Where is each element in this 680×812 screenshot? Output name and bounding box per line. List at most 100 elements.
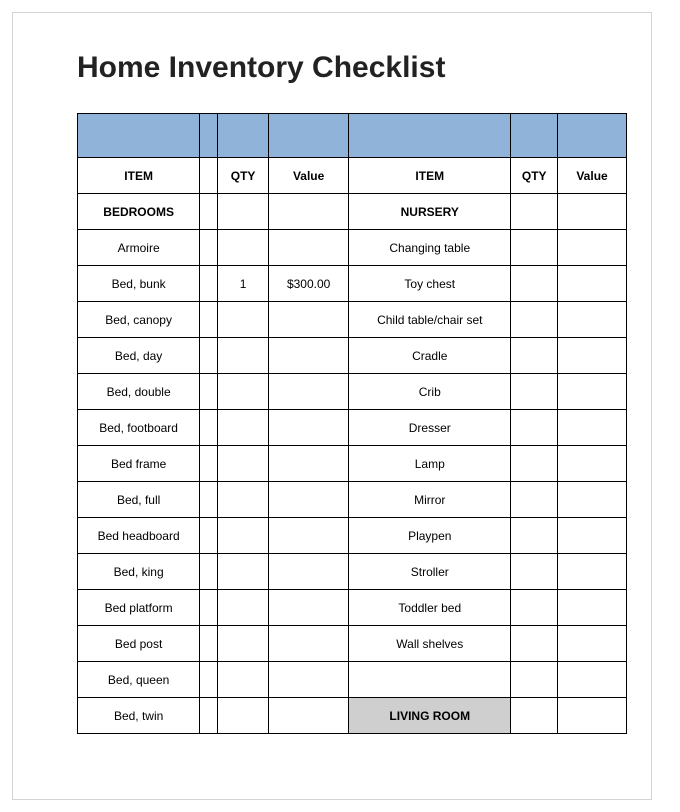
cell-qty1: 1 [218, 266, 269, 302]
cell-qty1 [218, 590, 269, 626]
cell-item1: Bed, twin [78, 698, 200, 734]
cell-item2: Dresser [349, 410, 511, 446]
cell-item1: Armoire [78, 230, 200, 266]
cell-item2: Toddler bed [349, 590, 511, 626]
table-row: Bed frame Lamp [78, 446, 627, 482]
cell-item2: Cradle [349, 338, 511, 374]
cell-val2 [558, 554, 627, 590]
cell-qty2 [511, 482, 558, 518]
cell-qty2 [511, 338, 558, 374]
table-row: Bed, twin LIVING ROOM [78, 698, 627, 734]
table-row: BEDROOMS NURSERY [78, 194, 627, 230]
cell-item2: Child table/chair set [349, 302, 511, 338]
cell-qty2 [511, 590, 558, 626]
cell-val1 [269, 230, 349, 266]
cell-qty2 [511, 662, 558, 698]
col-header-val2: Value [558, 158, 627, 194]
cell-qty1 [218, 410, 269, 446]
col-header-item2: ITEM [349, 158, 511, 194]
cell-qty1 [218, 662, 269, 698]
cell-qty2 [511, 518, 558, 554]
cell-gap [200, 410, 218, 446]
table-row: Bed, fullMirror [78, 482, 627, 518]
cell-val2 [558, 518, 627, 554]
cell-item1: Bed headboard [78, 518, 200, 554]
cell-val2 [558, 446, 627, 482]
cell-gap [200, 698, 218, 734]
cell-val2 [558, 482, 627, 518]
cell-val1 [269, 698, 349, 734]
cell-item1: Bed, bunk [78, 266, 200, 302]
cell-item1: Bed platform [78, 590, 200, 626]
cell-val1 [269, 590, 349, 626]
cell-gap [200, 446, 218, 482]
cell-val2 [558, 662, 627, 698]
cell-item1: Bed, full [78, 482, 200, 518]
table-row: Bed, queen [78, 662, 627, 698]
cell-val1 [269, 626, 349, 662]
cell-qty1 [218, 626, 269, 662]
col-header-qty1: QTY [218, 158, 269, 194]
cell-gap [200, 662, 218, 698]
table-row: Bed postWall shelves [78, 626, 627, 662]
table-row: Bed, bunk1$300.00Toy chest [78, 266, 627, 302]
cell-item1: Bed, double [78, 374, 200, 410]
cell-gap [200, 554, 218, 590]
table-row: Bed, footboardDresser [78, 410, 627, 446]
cell-item1: BEDROOMS [78, 194, 200, 230]
inventory-table: ITEM QTY Value ITEM QTY Value BEDROOMS NU… [77, 113, 627, 734]
col-header-item1: ITEM [78, 158, 200, 194]
cell-val2 [558, 698, 627, 734]
cell-item2: Wall shelves [349, 626, 511, 662]
cell-qty2 [511, 626, 558, 662]
table-row: Bed, day Cradle [78, 338, 627, 374]
cell-item2: NURSERY [349, 194, 511, 230]
cell-qty2 [511, 554, 558, 590]
cell-val1 [269, 410, 349, 446]
cell-gap [200, 302, 218, 338]
cell-val2 [558, 194, 627, 230]
cell-qty2 [511, 446, 558, 482]
cell-item1: Bed frame [78, 446, 200, 482]
cell-item2: LIVING ROOM [349, 698, 511, 734]
col-header-qty2: QTY [511, 158, 558, 194]
cell-gap [200, 590, 218, 626]
cell-qty1 [218, 554, 269, 590]
table-header-labels: ITEM QTY Value ITEM QTY Value [78, 158, 627, 194]
cell-val1 [269, 662, 349, 698]
col-header-gap [200, 158, 218, 194]
cell-qty1 [218, 338, 269, 374]
page-title: Home Inventory Checklist [77, 51, 627, 85]
cell-item1: Bed, day [78, 338, 200, 374]
cell-item2: Changing table [349, 230, 511, 266]
cell-val1 [269, 302, 349, 338]
cell-gap [200, 374, 218, 410]
cell-val2 [558, 374, 627, 410]
cell-val1 [269, 554, 349, 590]
cell-item2: Lamp [349, 446, 511, 482]
table-row: Bed platform Toddler bed [78, 590, 627, 626]
cell-val2 [558, 626, 627, 662]
table-row: Bed headboard Playpen [78, 518, 627, 554]
cell-qty1 [218, 374, 269, 410]
cell-gap [200, 482, 218, 518]
table-row: Bed, canopy Child table/chair set [78, 302, 627, 338]
cell-item2: Playpen [349, 518, 511, 554]
cell-item2: Crib [349, 374, 511, 410]
cell-qty2 [511, 302, 558, 338]
cell-val2 [558, 338, 627, 374]
cell-val1 [269, 194, 349, 230]
cell-qty1 [218, 698, 269, 734]
cell-qty2 [511, 230, 558, 266]
cell-qty1 [218, 446, 269, 482]
cell-val1: $300.00 [269, 266, 349, 302]
cell-gap [200, 338, 218, 374]
cell-item1: Bed, queen [78, 662, 200, 698]
cell-item1: Bed, canopy [78, 302, 200, 338]
cell-qty1 [218, 194, 269, 230]
cell-item2 [349, 662, 511, 698]
cell-val1 [269, 482, 349, 518]
cell-gap [200, 518, 218, 554]
cell-val2 [558, 410, 627, 446]
cell-qty2 [511, 410, 558, 446]
